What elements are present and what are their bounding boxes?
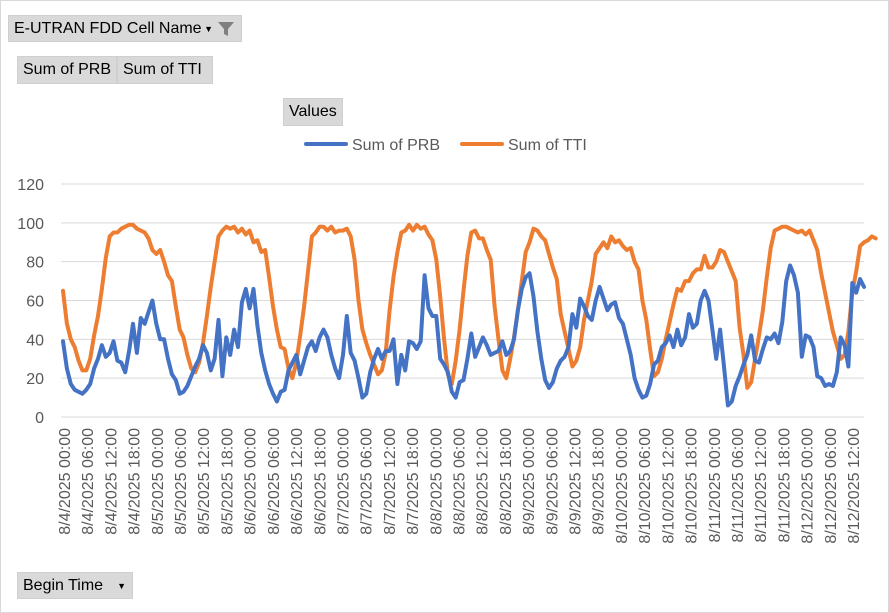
x-tick-label: 8/4/2025 12:00 <box>103 428 120 535</box>
values-field-label: Values <box>289 103 337 120</box>
x-tick-label: 8/10/2025 00:00 <box>614 428 631 544</box>
x-tick-label: 8/11/2025 06:00 <box>730 428 747 543</box>
x-tick-label: 8/9/2025 00:00 <box>521 428 538 535</box>
x-tick-label: 8/5/2025 18:00 <box>219 428 236 535</box>
legend-label-tti: Sum of TTI <box>508 137 587 154</box>
x-tick-label: 8/11/2025 18:00 <box>776 428 793 543</box>
x-tick-label: 8/9/2025 18:00 <box>591 428 608 535</box>
series-line-prb[interactable] <box>61 263 866 408</box>
x-axis: 8/4/2025 00:00 8/4/2025 06:00 8/4/2025 12:… <box>57 428 863 544</box>
dropdown-arrow-icon[interactable]: ▼ <box>204 23 213 34</box>
x-tick-label: 8/4/2025 06:00 <box>80 428 97 535</box>
x-tick-label: 8/7/2025 18:00 <box>405 428 422 535</box>
filter-funnel-icon[interactable] <box>217 20 235 38</box>
x-tick-label: 8/6/2025 06:00 <box>266 428 283 535</box>
axis-field-button[interactable]: Begin Time ▼ <box>17 572 133 599</box>
x-tick-label: 8/8/2025 12:00 <box>475 428 492 535</box>
x-tick-label: 8/5/2025 06:00 <box>173 428 190 535</box>
x-tick-label: 8/4/2025 18:00 <box>127 428 144 535</box>
filter-field-button[interactable]: E-UTRAN FDD Cell Name ▼ <box>8 15 242 42</box>
y-tick-label: 20 <box>26 371 44 388</box>
y-tick-label: 60 <box>26 294 44 311</box>
x-tick-label: 8/11/2025 12:00 <box>753 428 770 543</box>
x-tick-label: 8/6/2025 00:00 <box>243 428 260 535</box>
x-tick-label: 8/7/2025 00:00 <box>335 428 352 535</box>
legend-label-prb: Sum of PRB <box>352 137 440 154</box>
value-field-tti-button[interactable]: Sum of TTI <box>117 56 213 84</box>
value-field-prb-label: Sum of PRB <box>23 61 112 78</box>
x-tick-label: 8/10/2025 18:00 <box>684 428 701 544</box>
y-tick-label: 0 <box>35 410 44 427</box>
x-tick-label: 8/10/2025 12:00 <box>660 428 677 544</box>
series-lines <box>61 222 878 408</box>
x-tick-label: 8/12/2025 06:00 <box>823 428 840 544</box>
legend[interactable]: Sum of PRB Sum of TTI <box>304 137 587 154</box>
y-tick-label: 40 <box>26 332 44 349</box>
x-tick-label: 8/12/2025 00:00 <box>800 428 817 544</box>
x-tick-label: 8/9/2025 06:00 <box>544 428 561 535</box>
x-tick-label: 8/8/2025 00:00 <box>428 428 445 535</box>
filter-field-label: E-UTRAN FDD Cell Name <box>14 19 202 37</box>
dropdown-arrow-icon[interactable]: ▼ <box>117 580 126 591</box>
y-tick-label: 100 <box>17 216 44 233</box>
x-tick-label: 8/9/2025 12:00 <box>568 428 585 535</box>
y-tick-label: 120 <box>17 177 44 194</box>
x-tick-label: 8/11/2025 00:00 <box>707 428 724 543</box>
y-tick-label: 80 <box>26 255 44 272</box>
x-tick-label: 8/8/2025 06:00 <box>452 428 469 535</box>
x-tick-label: 8/8/2025 18:00 <box>498 428 515 535</box>
series-line-tti[interactable] <box>61 222 878 390</box>
values-field-button[interactable]: Values <box>283 98 343 126</box>
value-field-tti-label: Sum of TTI <box>123 61 202 78</box>
x-tick-label: 8/5/2025 00:00 <box>150 428 167 535</box>
value-field-prb-button[interactable]: Sum of PRB <box>17 56 117 84</box>
x-tick-label: 8/12/2025 12:00 <box>846 428 863 544</box>
x-tick-label: 8/7/2025 06:00 <box>359 428 376 535</box>
x-tick-label: 8/5/2025 12:00 <box>196 428 213 535</box>
x-tick-label: 8/6/2025 18:00 <box>312 428 329 535</box>
x-tick-label: 8/10/2025 06:00 <box>637 428 654 544</box>
x-tick-label: 8/6/2025 12:00 <box>289 428 306 535</box>
x-tick-label: 8/7/2025 12:00 <box>382 428 399 535</box>
y-axis: 0 20 40 60 80 100 120 <box>17 177 44 427</box>
axis-field-label: Begin Time <box>23 576 104 594</box>
x-tick-label: 8/4/2025 00:00 <box>57 428 74 535</box>
